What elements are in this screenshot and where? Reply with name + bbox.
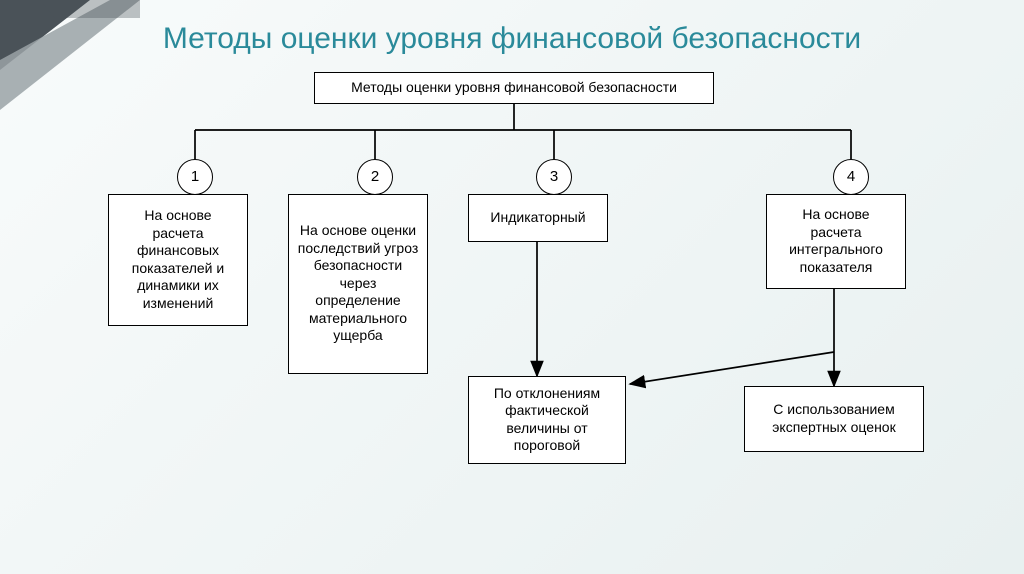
method-circle-4: 4 — [833, 159, 869, 195]
method-circle-1: 1 — [177, 159, 213, 195]
method-circle-3: 3 — [536, 159, 572, 195]
diagram-area: Методы оценки уровня финансовой безопасн… — [0, 64, 1024, 504]
root-box: Методы оценки уровня финансовой безопасн… — [314, 72, 714, 104]
method-circle-2: 2 — [357, 159, 393, 195]
method-box-1: На основе расчета финансовых показателей… — [108, 194, 248, 326]
sub-method-box-2: С использованием экспертных оценок — [744, 386, 924, 452]
method-box-3: Индикаторный — [468, 194, 608, 242]
method-box-2: На основе оценки последствий угроз безоп… — [288, 194, 428, 374]
method-box-4: На основе расчета интегрального показате… — [766, 194, 906, 289]
sub-method-box-1: По отклонениям фактической величины от п… — [468, 376, 626, 464]
slide-title: Методы оценки уровня финансовой безопасн… — [0, 0, 1024, 58]
